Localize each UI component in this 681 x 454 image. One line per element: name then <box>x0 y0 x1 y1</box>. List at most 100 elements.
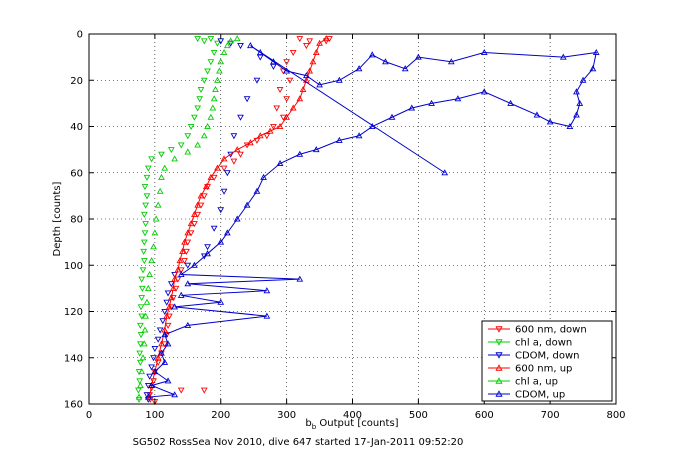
x-tick-label: 300 <box>277 410 296 421</box>
y-tick-label: 140 <box>64 353 83 364</box>
data-point <box>194 141 202 148</box>
data-point <box>296 150 304 157</box>
data-point <box>138 295 146 302</box>
data-point <box>151 229 159 236</box>
data-point <box>207 173 215 180</box>
data-point <box>191 210 198 217</box>
x-tick-label: 0 <box>86 410 92 421</box>
data-point <box>171 275 179 282</box>
data-point <box>169 284 177 291</box>
data-point <box>138 368 146 375</box>
data-point <box>138 276 146 283</box>
data-point <box>214 164 221 171</box>
legend-marker <box>495 364 503 371</box>
data-point <box>158 349 165 356</box>
data-point <box>237 151 244 158</box>
x-axis-label-subscript: b <box>312 423 317 431</box>
data-point <box>263 312 271 319</box>
data-point <box>227 40 234 47</box>
data-point <box>401 65 409 72</box>
data-point <box>184 280 192 287</box>
data-point <box>223 170 231 177</box>
data-point <box>306 38 314 45</box>
data-point <box>135 387 142 394</box>
data-point <box>220 48 228 56</box>
data-marks <box>135 35 600 406</box>
data-point <box>156 187 164 194</box>
series-6 <box>144 42 600 400</box>
data-point <box>283 67 290 74</box>
data-point <box>196 96 204 103</box>
data-point <box>276 122 284 130</box>
data-point <box>296 36 304 43</box>
data-point <box>140 239 148 246</box>
data-point <box>230 158 238 165</box>
legend-marker <box>495 377 503 384</box>
data-point <box>140 211 148 218</box>
data-point <box>151 345 159 353</box>
data-point <box>191 261 198 268</box>
data-point <box>303 72 310 79</box>
x-tick-label: 500 <box>409 410 428 421</box>
axis-ticks: 0 100 200 300 400 500 600 700 800 0 20 40 60 80 100 120… <box>64 30 626 422</box>
data-point <box>507 99 514 106</box>
data-point <box>223 42 231 49</box>
data-point <box>283 59 290 66</box>
series-3 <box>143 38 277 403</box>
data-point <box>146 270 153 278</box>
data-point <box>171 155 179 162</box>
data-point <box>256 48 264 56</box>
data-point <box>299 85 307 93</box>
data-point <box>161 164 169 171</box>
data-point <box>335 136 343 143</box>
legend-label: chl a, up <box>515 377 558 388</box>
data-point <box>204 244 211 251</box>
data-point <box>150 243 157 250</box>
data-point <box>140 258 148 265</box>
data-point <box>176 257 184 264</box>
data-point <box>480 48 488 56</box>
data-point <box>579 76 587 83</box>
data-point <box>158 173 165 180</box>
data-point <box>441 169 449 176</box>
legend-label: 600 nm, down <box>515 325 587 336</box>
data-point <box>210 95 218 102</box>
data-point <box>283 96 290 103</box>
series-2 <box>135 36 221 403</box>
data-point <box>233 35 241 42</box>
data-point <box>253 77 261 84</box>
y-tick-label: 0 <box>77 30 83 41</box>
data-point <box>166 303 173 310</box>
data-point <box>169 295 177 302</box>
data-point <box>480 88 488 95</box>
data-point <box>368 122 376 130</box>
data-point <box>230 133 238 140</box>
data-point <box>179 247 186 254</box>
data-point <box>148 257 155 264</box>
data-point <box>223 229 231 236</box>
data-point <box>233 146 241 153</box>
data-point <box>227 37 234 44</box>
data-point <box>143 174 151 181</box>
data-point <box>233 215 241 222</box>
data-point <box>184 133 192 140</box>
data-point <box>152 215 160 222</box>
y-tick-label: 80 <box>70 215 83 226</box>
legend-marker <box>495 326 503 333</box>
data-point <box>214 40 221 47</box>
data-point <box>263 287 271 294</box>
data-point <box>200 132 208 139</box>
data-point <box>137 341 144 348</box>
data-point <box>260 173 267 180</box>
data-point <box>171 391 179 398</box>
data-point <box>220 188 228 195</box>
data-point <box>135 396 143 403</box>
data-point <box>158 340 165 347</box>
x-tick-label: 400 <box>343 410 362 421</box>
data-point <box>200 77 208 84</box>
data-point <box>270 123 277 131</box>
data-point <box>316 81 323 88</box>
data-point <box>209 104 217 111</box>
data-point <box>137 304 145 311</box>
